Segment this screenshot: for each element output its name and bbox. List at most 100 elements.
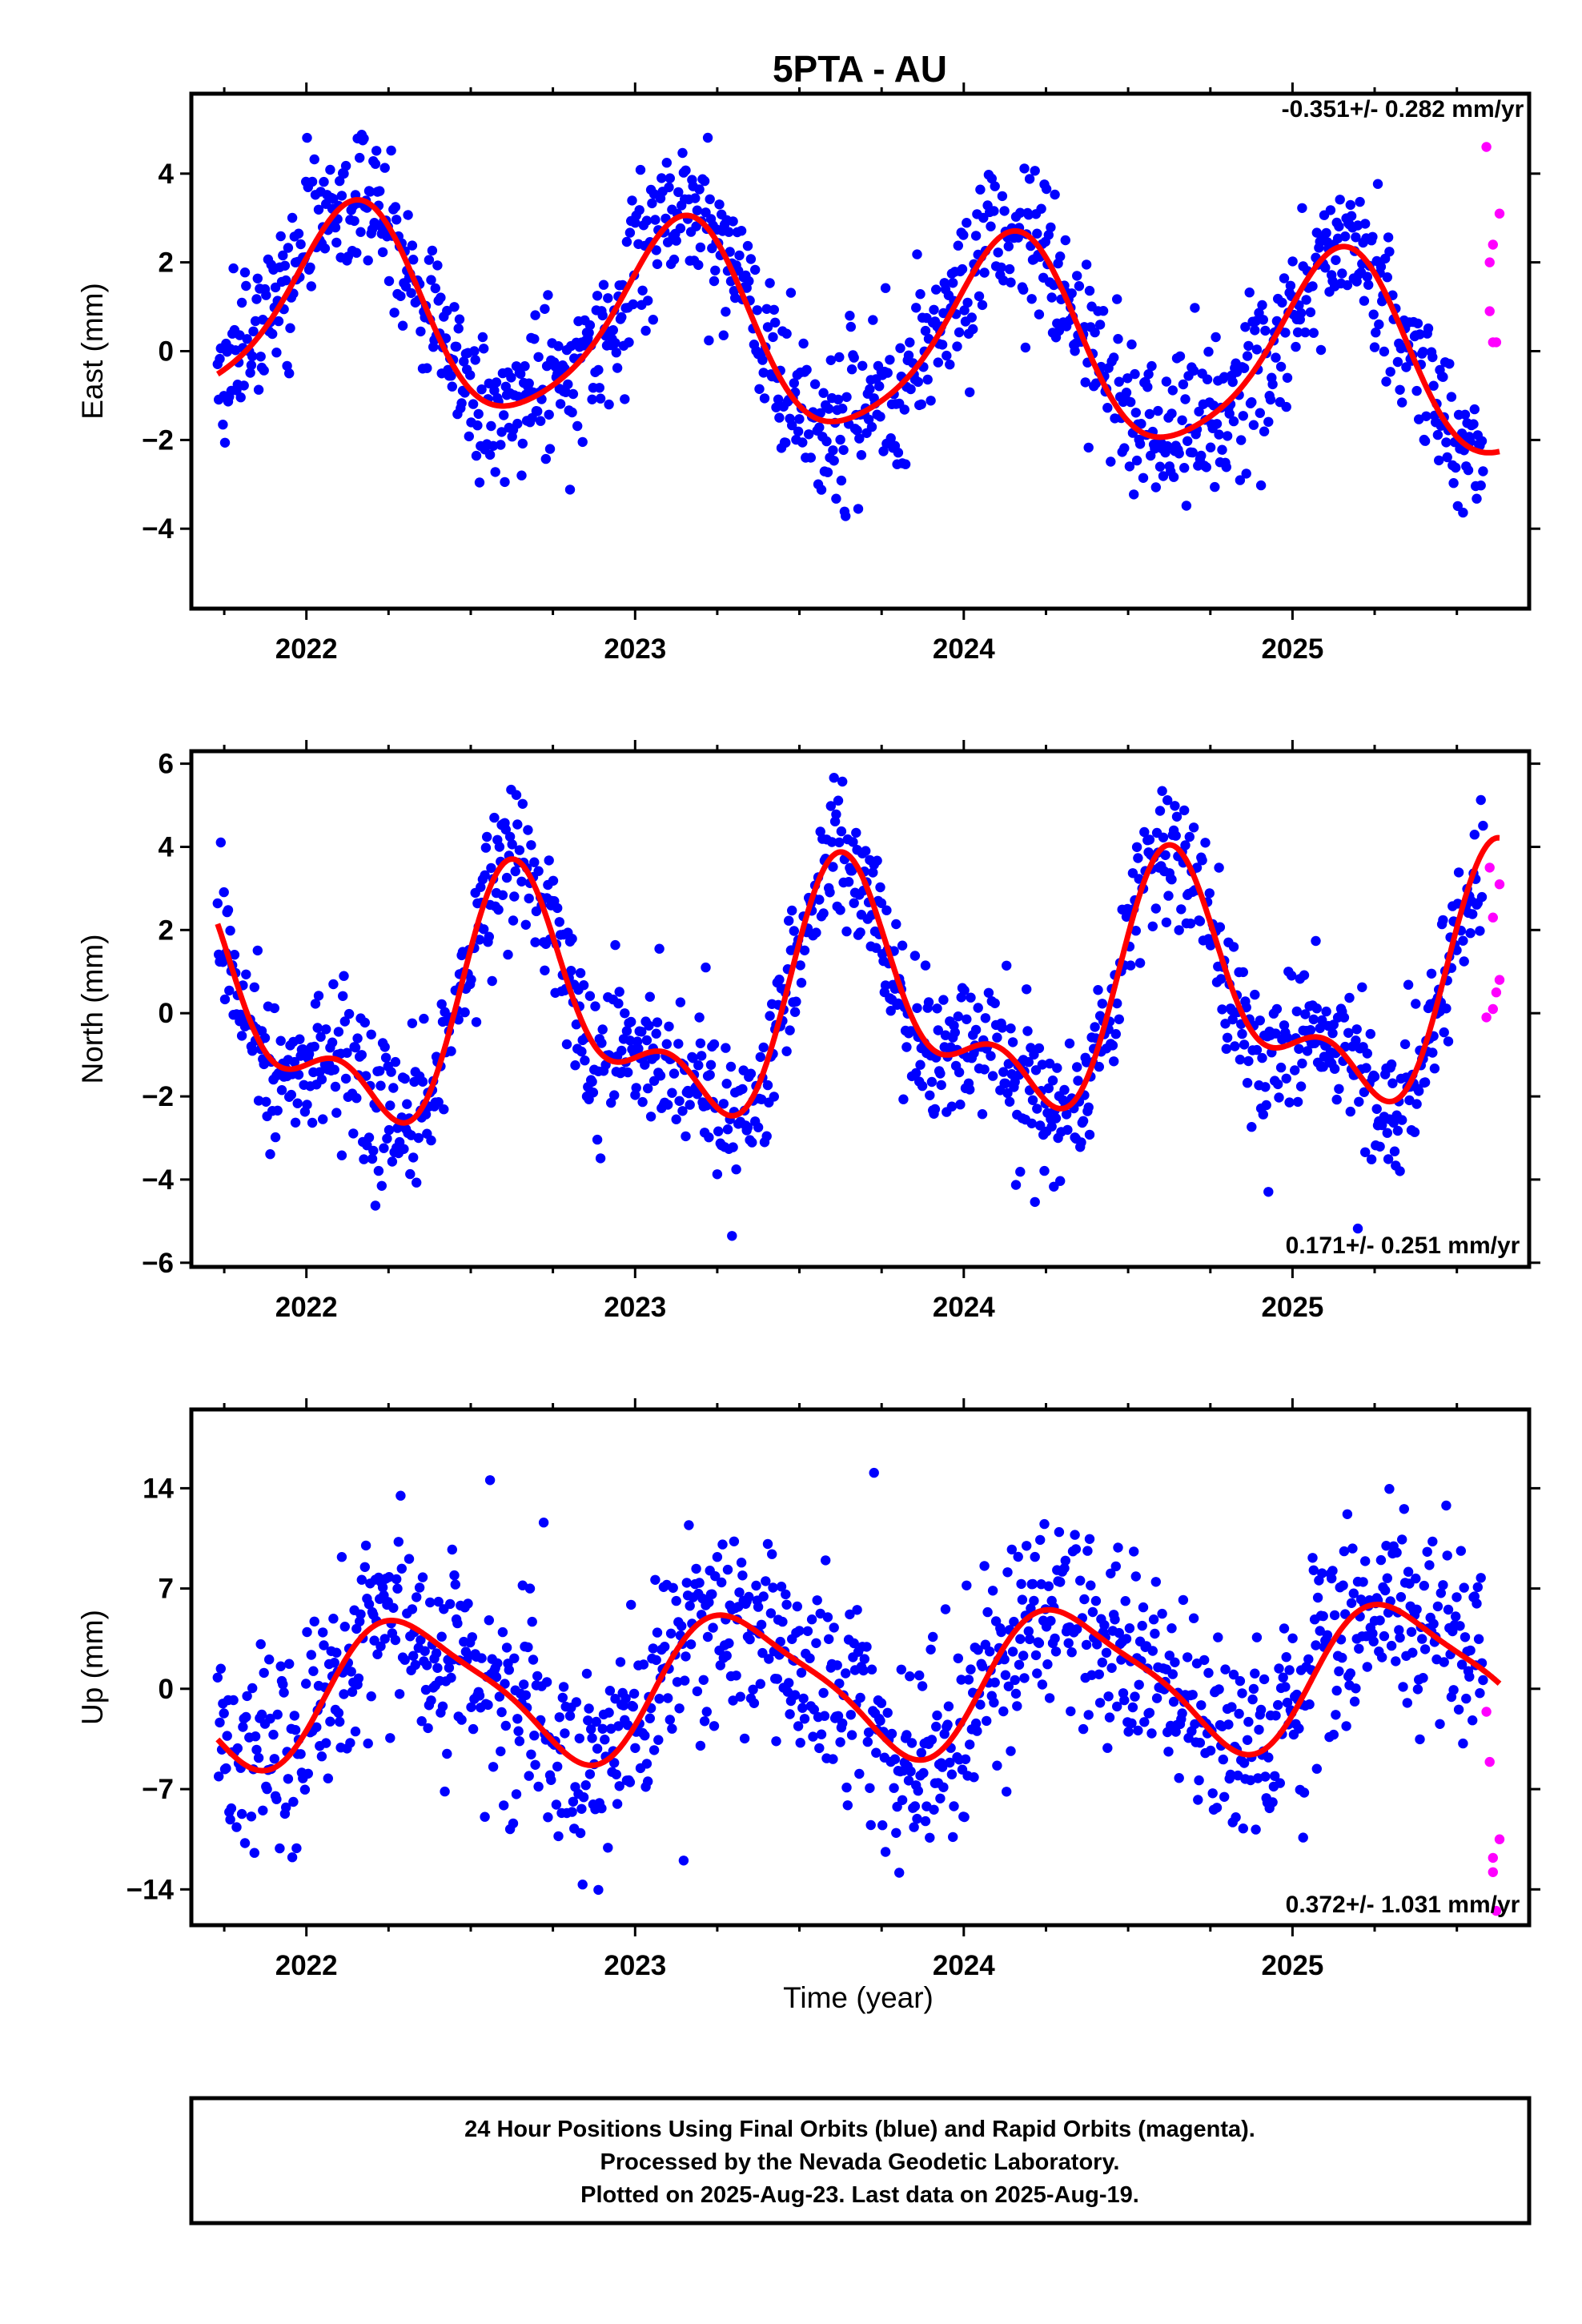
final-orbit-point [546,1775,556,1785]
final-orbit-point [1263,1187,1274,1197]
final-orbit-point [1362,1662,1373,1672]
final-orbit-point [390,1634,401,1646]
final-orbit-point [661,158,672,168]
final-orbit-point [510,866,520,877]
final-orbit-point [1452,1592,1462,1602]
final-orbit-point [978,212,989,223]
final-orbit-point [1318,1610,1328,1622]
final-orbit-point [284,368,295,379]
final-orbit-point [651,1655,661,1666]
final-orbit-point [1074,281,1085,292]
final-orbit-point [532,1671,543,1682]
final-orbit-point [1137,1620,1147,1631]
final-orbit-point [674,1703,685,1714]
final-orbit-point [1275,1778,1286,1788]
final-orbit-point [1030,1551,1040,1562]
final-orbit-point [829,773,839,783]
final-orbit-point [932,1710,942,1721]
final-orbit-point [544,855,554,866]
final-orbit-point [574,1733,584,1743]
final-orbit-point [432,260,443,271]
final-orbit-point [1271,1028,1281,1039]
final-orbit-point [1120,1596,1130,1606]
final-orbit-point [501,1642,512,1653]
final-orbit-point [219,1708,229,1719]
final-orbit-point [417,1076,428,1088]
final-orbit-point [933,357,944,368]
final-orbit-point [1242,1735,1253,1745]
final-orbit-point [985,1647,995,1657]
final-orbit-point [882,368,893,378]
final-orbit-point [1174,1773,1184,1783]
final-orbit-point [1188,822,1199,833]
final-orbit-point [422,1660,432,1671]
final-orbit-point [1044,1058,1055,1069]
final-orbit-point [1315,344,1327,356]
final-orbit-point [509,1653,520,1663]
final-orbit-point [265,1713,275,1724]
final-orbit-point [1193,1795,1203,1805]
final-orbit-point [1294,1723,1304,1734]
final-orbit-point [835,905,845,915]
final-orbit-point [758,1042,769,1053]
final-orbit-point [253,1096,264,1106]
final-orbit-point [1134,1679,1144,1690]
final-orbit-point [1230,1041,1240,1051]
final-orbit-point [575,1827,586,1839]
final-orbit-point [1046,292,1057,303]
final-orbit-point [948,278,958,288]
final-orbit-point [501,872,512,883]
final-orbit-point [403,210,413,220]
final-orbit-point [355,152,365,163]
final-orbit-point [1046,1615,1056,1626]
final-orbit-point [1334,221,1344,231]
final-orbit-point [512,1714,523,1724]
rapid-orbit-point [1494,879,1505,890]
final-orbit-point [836,475,847,486]
final-orbit-point [309,154,319,165]
final-orbit-point [705,1059,717,1071]
final-orbit-point [1355,196,1365,207]
y-tick-label: −7 [142,1774,174,1805]
final-orbit-point [214,1771,224,1782]
final-orbit-point [1200,838,1211,848]
final-orbit-point [371,146,382,156]
final-orbit-point [472,420,483,431]
final-orbit-point [612,1799,623,1809]
final-orbit-point [239,267,251,278]
final-orbit-point [650,215,661,225]
final-orbit-point [1311,1763,1323,1774]
final-orbit-point [1119,443,1130,453]
final-orbit-point [407,1604,418,1614]
final-orbit-point [437,1701,448,1711]
final-orbit-point [504,831,516,842]
final-orbit-point [835,1737,845,1747]
final-orbit-point [396,291,406,301]
final-orbit-point [329,1064,339,1075]
final-orbit-point [295,1034,305,1044]
final-orbit-point [412,1177,422,1188]
final-orbit-point [1121,388,1132,398]
final-orbit-point [736,1558,747,1568]
final-orbit-point [665,1715,675,1725]
final-orbit-point [346,1667,356,1677]
final-orbit-point [1215,922,1226,932]
final-orbit-point [459,356,469,367]
final-orbit-point [328,979,339,990]
final-orbit-point [966,992,976,1003]
final-orbit-point [287,1852,298,1863]
final-orbit-point [1109,352,1119,363]
final-orbit-point [396,1563,407,1574]
final-orbit-point [1184,831,1195,842]
final-orbit-point [673,1039,684,1049]
final-orbit-point [685,1100,695,1110]
final-orbit-point [1381,376,1391,387]
final-orbit-point [416,1716,427,1727]
final-orbit-point [681,1131,691,1142]
final-orbit-point [1157,786,1167,796]
final-orbit-point [1419,1644,1431,1655]
final-orbit-point [945,1757,955,1768]
final-orbit-point [1191,1659,1203,1669]
final-orbit-point [476,1653,487,1663]
final-orbit-point [1123,1727,1134,1737]
